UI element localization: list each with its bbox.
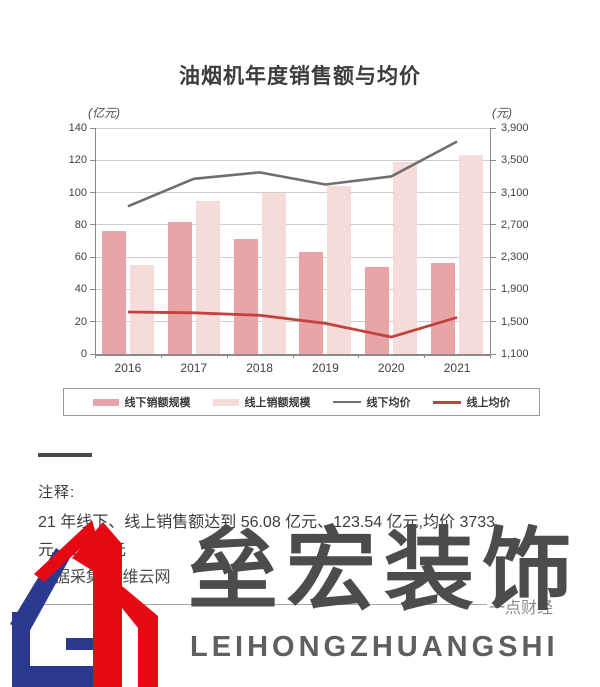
legend-bar-swatch (92, 398, 119, 406)
left-axis-tick-label: 40 (74, 283, 87, 296)
chart-legend: 线下销额规模 线上销额规模 线下均价 线上均价 (63, 388, 540, 416)
bar-线上销额规模-2019 (327, 186, 352, 354)
left-axis-tick (90, 127, 95, 129)
legend-line-swatch (332, 401, 361, 403)
right-axis-tick-label: 1,900 (501, 283, 529, 296)
x-axis-tick (358, 354, 360, 358)
left-axis-tick-label: 100 (68, 186, 87, 199)
x-axis-tick (292, 354, 294, 358)
left-axis-tick (90, 192, 95, 194)
left-axis-tick (90, 256, 95, 258)
bar-线上销额规模-2017 (195, 200, 220, 354)
x-axis-label: 2017 (180, 361, 208, 375)
bar-线下销额规模-2017 (167, 221, 192, 354)
left-axis-tick (90, 288, 95, 290)
left-axis-tick (90, 321, 95, 323)
legend-item: 线上均价 (432, 394, 511, 410)
right-axis-tick (490, 321, 496, 323)
attribution-text: 一点财经 (489, 600, 554, 617)
right-axis-line (490, 128, 491, 354)
left-axis-tick-label: 60 (74, 251, 87, 264)
bar-线上销额规模-2021 (459, 154, 484, 354)
left-axis-unit: (亿元) (88, 106, 120, 120)
grid-line (95, 127, 490, 129)
legend-bar-swatch (212, 398, 239, 406)
right-axis-tick-label: 3,500 (501, 154, 529, 167)
legend-label: 线下均价 (366, 397, 411, 409)
x-axis-tick (226, 354, 228, 358)
legend-item: 线上销额规模 (212, 394, 311, 410)
right-axis-tick (490, 256, 496, 258)
watermark-en-text: LEIHONGZHUANGSHI (190, 631, 559, 663)
legend-line-swatch (432, 400, 461, 404)
right-axis-tick (490, 224, 496, 226)
bar-线下销额规模-2019 (299, 252, 324, 354)
bar-线下销额规模-2020 (365, 266, 390, 354)
bar-线上销额规模-2016 (129, 265, 154, 354)
x-axis-label: 2021 (443, 361, 471, 375)
left-axis-tick (90, 224, 95, 226)
left-axis-tick (90, 353, 95, 355)
gh-logo-icon (10, 520, 158, 687)
x-axis-label: 2019 (312, 361, 339, 375)
x-axis-tick (95, 354, 96, 358)
legend-item: 线下均价 (332, 394, 411, 410)
left-axis-tick-label: 120 (68, 154, 87, 167)
legend-item: 线下销额规模 (92, 394, 191, 410)
bar-线下销额规模-2018 (233, 239, 258, 354)
x-axis-label: 2016 (114, 361, 142, 375)
legend-label: 线上销额规模 (244, 397, 311, 409)
bar-线上销额规模-2020 (393, 161, 418, 354)
left-axis-tick (90, 159, 95, 161)
chart-title: 油烟机年度销售额与均价 (179, 65, 421, 88)
x-axis-label: 2020 (377, 361, 405, 375)
x-axis-tick (490, 354, 491, 358)
right-axis-tick-label: 1,100 (501, 348, 529, 360)
left-axis-tick-label: 80 (74, 218, 87, 231)
right-axis-tick (490, 127, 496, 129)
right-axis-tick-label: 3,900 (501, 122, 529, 134)
bar-线下销额规模-2016 (101, 231, 126, 354)
right-axis-tick-label: 1,500 (501, 315, 529, 328)
watermark-cn-text: 垒宏装饰 (188, 521, 580, 621)
bar-线下销额规模-2021 (431, 263, 456, 354)
attribution-rule (35, 604, 487, 605)
grid-line (95, 288, 490, 290)
left-axis-line (95, 128, 96, 354)
note-divider (38, 453, 92, 457)
note-line-1: 21 年线下、线上销售额达到 56.08 亿元、123.54 亿元,均价 373… (38, 514, 496, 531)
grid-line (95, 256, 490, 258)
right-axis-tick-label: 2,700 (501, 218, 529, 231)
x-axis-tick (424, 354, 426, 358)
legend-label: 线下销额规模 (124, 397, 191, 409)
bar-线上销额规模-2018 (261, 192, 286, 354)
watermark-logo (8, 516, 180, 687)
grid-line (95, 224, 490, 226)
grid-line (95, 159, 490, 161)
grid-line (95, 192, 490, 194)
right-axis-unit: (元) (492, 106, 512, 120)
right-axis-tick (490, 192, 496, 194)
right-axis-tick (490, 353, 496, 355)
right-axis-tick (490, 288, 496, 290)
right-axis-tick (490, 159, 496, 161)
legend-label: 线上均价 (466, 397, 511, 409)
x-axis-tick (160, 354, 162, 358)
x-axis-label: 2018 (246, 361, 273, 375)
left-axis-tick-label: 0 (80, 348, 87, 360)
left-axis-tick-label: 20 (74, 315, 87, 328)
note-label: 注释: (38, 484, 76, 501)
left-axis-tick-label: 140 (68, 122, 87, 134)
right-axis-tick-label: 2,300 (501, 251, 529, 264)
right-axis-tick-label: 3,100 (501, 186, 529, 199)
